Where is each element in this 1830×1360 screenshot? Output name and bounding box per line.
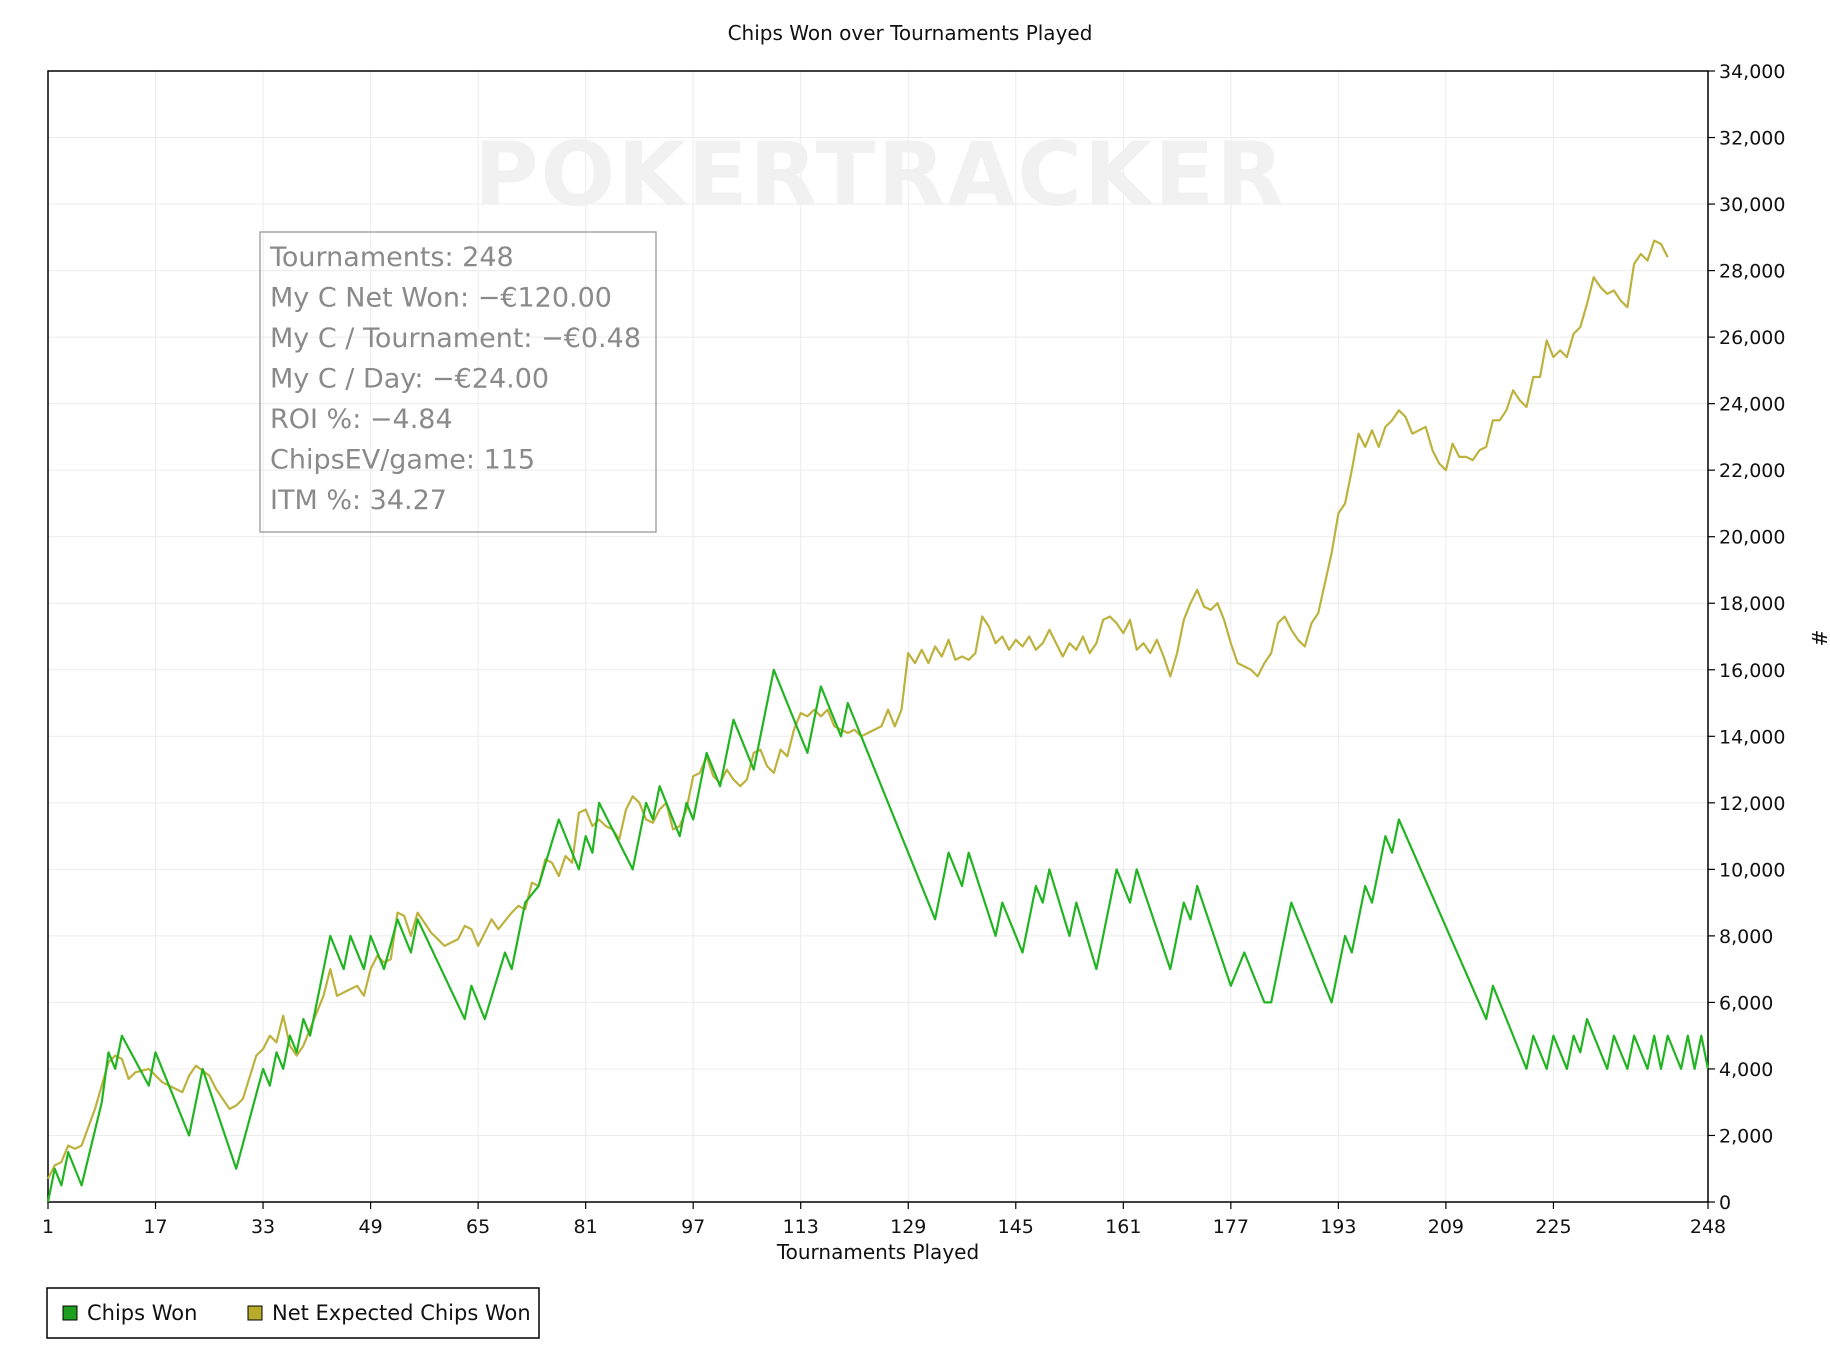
series-line-chips-won [46, 668, 1710, 1203]
stats-line: ITM %: 34.27 [270, 485, 447, 516]
stats-line: Tournaments: 248 [269, 242, 514, 273]
x-tick-label: 1 [42, 1216, 54, 1238]
y-tick-label: 8,000 [1719, 926, 1773, 948]
y-tick-label: 20,000 [1719, 527, 1785, 549]
x-tick-label: 177 [1213, 1216, 1249, 1238]
y-tick-label: 24,000 [1719, 394, 1785, 416]
x-axis-title: Tournaments Played [776, 1240, 979, 1264]
x-tick-label: 65 [466, 1216, 490, 1238]
y-axis: 0 2,000 4,000 6,000 8,000 10,000 12,000 14,000 1… [1708, 61, 1785, 1214]
y-tick-label: 2,000 [1719, 1125, 1773, 1147]
x-tick-label: 97 [681, 1216, 705, 1238]
x-tick-label: 129 [890, 1216, 926, 1238]
stats-box-border [259, 231, 657, 533]
series-line-net-expected-chips-won [47, 239, 1669, 1180]
x-tick-label: 209 [1428, 1216, 1464, 1238]
x-tick-label: 161 [1105, 1216, 1141, 1238]
y-axis-title: # [1807, 630, 1830, 647]
stats-line: My C / Tournament: −€0.48 [270, 323, 641, 354]
series-layer [46, 239, 1710, 1203]
x-tick-label: 193 [1320, 1216, 1356, 1238]
y-tick-label: 14,000 [1719, 726, 1785, 748]
legend-label-chips-won: Chips Won [87, 1301, 197, 1325]
x-tick-label: 81 [574, 1216, 598, 1238]
legend-swatch-chips-won [62, 1305, 78, 1321]
y-tick-label: 26,000 [1719, 327, 1785, 349]
y-tick-label: 32,000 [1719, 128, 1785, 150]
stats-line: My C / Day: −€24.00 [270, 364, 549, 395]
x-axis: 1 17 33 49 65 81 97 113 129 145 161 177 193 209 225 248 [42, 1202, 1726, 1238]
y-tick-label: 18,000 [1719, 593, 1785, 615]
stats-line: ROI %: −4.84 [270, 404, 453, 435]
y-tick-label: 30,000 [1719, 194, 1785, 216]
legend-border [46, 1287, 540, 1339]
chart-title: Chips Won over Tournaments Played [728, 21, 1093, 45]
y-tick-label: 16,000 [1719, 660, 1785, 682]
stats-line: My C Net Won: −€120.00 [270, 283, 612, 314]
x-tick-label: 113 [783, 1216, 819, 1238]
plot-area [47, 70, 1709, 1203]
y-tick-label: 6,000 [1719, 992, 1773, 1014]
y-tick-label: 4,000 [1719, 1059, 1773, 1081]
legend-label-net-expected: Net Expected Chips Won [272, 1301, 531, 1325]
y-tick-label: 10,000 [1719, 859, 1785, 881]
x-tick-label: 49 [358, 1216, 382, 1238]
stats-line: ChipsEV/game: 115 [270, 445, 535, 476]
legend: Chips Won Net Expected Chips Won [46, 1287, 540, 1339]
y-tick-label: 22,000 [1719, 460, 1785, 482]
watermark-logo: POKERTRACKER [474, 123, 1286, 226]
y-tick-label: 28,000 [1719, 261, 1785, 283]
x-tick-label: 225 [1535, 1216, 1571, 1238]
legend-swatch-net-expected [247, 1305, 263, 1321]
x-tick-label: 248 [1690, 1216, 1726, 1238]
x-tick-label: 17 [143, 1216, 167, 1238]
x-tick-label: 33 [251, 1216, 275, 1238]
grid [47, 70, 1709, 1203]
y-tick-label: 12,000 [1719, 793, 1785, 815]
y-tick-label: 0 [1719, 1192, 1731, 1214]
stats-box: Tournaments: 248 My C Net Won: −€120.00 My… [259, 231, 657, 533]
y-tick-label: 34,000 [1719, 61, 1785, 83]
x-tick-label: 145 [998, 1216, 1034, 1238]
